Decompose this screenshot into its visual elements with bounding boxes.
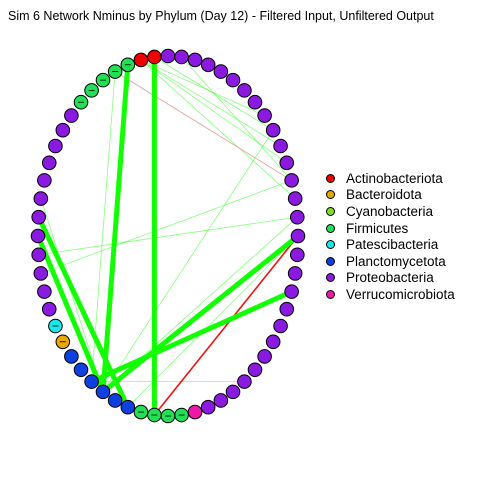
- network-node: [31, 209, 47, 225]
- network-edge: [181, 56, 292, 181]
- network-node: [284, 284, 299, 299]
- network-node: [73, 362, 89, 378]
- legend-label: Verrucomicrobiota: [346, 286, 455, 302]
- network-edge: [101, 234, 300, 394]
- legend-label: Patescibacteria: [346, 237, 439, 253]
- legend-item-cyanobacteria: Cyanobacteria: [326, 203, 455, 220]
- network-node: [279, 155, 295, 171]
- legend-label: Actinobacteriota: [346, 170, 443, 186]
- network-node: [84, 374, 99, 389]
- legend-swatch-verrucomicrobiota: [326, 289, 335, 299]
- network-node: [289, 247, 305, 263]
- network-node: [33, 191, 49, 206]
- network-node: [287, 266, 303, 281]
- legend-swatch-bacteroidota: [326, 190, 335, 200]
- network-edge: [140, 59, 296, 199]
- plot-title: Sim 6 Network Nminus by Phylum (Day 12) …: [8, 9, 434, 23]
- network-node: [30, 228, 46, 244]
- network-node: [187, 404, 203, 420]
- legend-swatch-firmicutes: [326, 223, 335, 233]
- network-node: [284, 173, 299, 188]
- network-node: [247, 94, 263, 110]
- network-node: [33, 266, 49, 281]
- network-edge: [91, 71, 116, 382]
- network-node: [213, 393, 229, 408]
- network-edge: [36, 216, 131, 409]
- network-node: [287, 191, 303, 206]
- legend-item-planctomycetota: Planctomycetota: [326, 253, 455, 270]
- network-node: [133, 52, 149, 68]
- legend-item-verrucomicrobiota: Verrucomicrobiota: [326, 286, 455, 303]
- legend-item-actinobacteriota: Actinobacteriota: [326, 170, 455, 187]
- network-edge: [38, 216, 298, 256]
- network-node: [41, 301, 57, 317]
- network-node: [225, 384, 241, 400]
- legend-item-firmicutes: Firmicutes: [326, 220, 455, 237]
- network-edge: [140, 59, 287, 164]
- legend-swatch-planctomycetota: [326, 256, 335, 266]
- legend-swatch-actinobacteriota: [326, 173, 335, 183]
- network-node: [200, 399, 216, 415]
- legend-label: Bacteroidota: [346, 187, 422, 203]
- network-node: [257, 108, 272, 123]
- network-node: [187, 52, 203, 68]
- network-edge: [100, 64, 131, 393]
- legend-label: Planctomycetota: [346, 253, 446, 269]
- network-node: [213, 64, 229, 79]
- network-edge: [40, 180, 292, 274]
- legend-swatch-proteobacteria: [326, 273, 335, 283]
- network-node: [237, 83, 252, 98]
- legend: Actinobacteriota Bacteroidota Cyanobacte…: [326, 170, 455, 303]
- network-edge: [140, 59, 281, 147]
- network-node: [273, 138, 288, 154]
- network-node: [95, 384, 111, 400]
- network-node: [247, 362, 263, 378]
- network-node: [41, 155, 57, 171]
- legend-swatch-patescibacteria: [326, 240, 335, 250]
- network-edge: [153, 235, 299, 416]
- network-edge: [102, 129, 274, 393]
- network-edge: [140, 59, 265, 116]
- legend-label: Proteobacteria: [346, 270, 434, 286]
- network-edge: [35, 235, 106, 393]
- network-node: [120, 399, 136, 415]
- network-node: [174, 49, 189, 65]
- network-node: [107, 393, 123, 408]
- network-node: [147, 49, 162, 65]
- network-node: [64, 108, 79, 123]
- legend-item-proteobacteria: Proteobacteria: [326, 270, 455, 287]
- network-node: [290, 228, 306, 244]
- network-node: [55, 122, 71, 138]
- legend-item-bacteroidota: Bacteroidota: [326, 187, 455, 204]
- legend-item-patescibacteria: Patescibacteria: [326, 236, 455, 253]
- network-node: [273, 318, 288, 334]
- legend-label: Cyanobacteria: [346, 203, 434, 219]
- network-node: [265, 122, 281, 138]
- network-node: [37, 173, 52, 188]
- network-node: [237, 374, 252, 389]
- network-node: [200, 57, 216, 73]
- network-node: [225, 72, 241, 88]
- network-node: [48, 138, 63, 154]
- network-node: [37, 284, 52, 299]
- network-edge: [114, 71, 292, 181]
- network-node: [160, 48, 176, 64]
- network-edge: [90, 289, 293, 384]
- network-node: [257, 349, 272, 364]
- network-node: [31, 247, 47, 263]
- network-node: [289, 209, 305, 225]
- legend-label: Firmicutes: [346, 220, 409, 236]
- legend-swatch-cyanobacteria: [326, 206, 335, 216]
- network-node: [279, 301, 295, 317]
- network-node: [64, 349, 79, 364]
- network-node: [265, 334, 281, 350]
- network-edge: [40, 198, 104, 393]
